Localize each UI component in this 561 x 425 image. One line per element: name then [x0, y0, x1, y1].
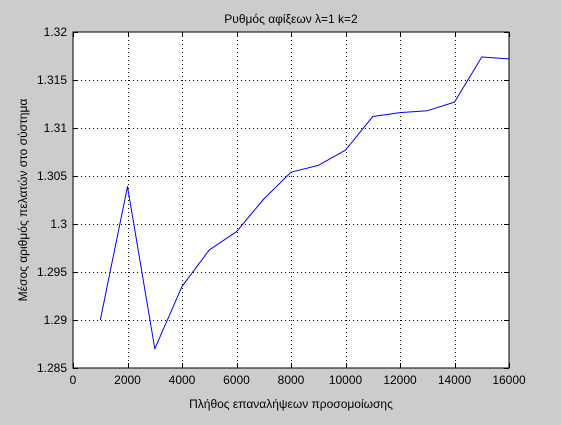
x-tick-label: 8000	[278, 373, 305, 387]
y-tick-label: 1.3	[50, 217, 67, 231]
y-tick-label: 1.31	[44, 121, 68, 135]
series-layer	[99, 56, 510, 350]
y-tick-label: 1.285	[37, 361, 67, 375]
y-tick-label: 1.32	[44, 25, 68, 39]
x-tick-label: 6000	[223, 373, 250, 387]
x-tick-label: 4000	[169, 373, 196, 387]
grid-lines	[73, 32, 509, 368]
x-tick-label: 10000	[329, 373, 363, 387]
axis-ticks	[73, 32, 510, 369]
y-tick-label: 1.295	[37, 265, 67, 279]
x-tick-label: 16000	[492, 373, 526, 387]
y-tick-label: 1.29	[44, 313, 68, 327]
y-tick-label: 1.315	[37, 73, 67, 87]
x-tick-label: 12000	[383, 373, 417, 387]
tick-labels: 0 2000 4000 6000 8000 10000 12000 14000 16000 1.2…	[37, 25, 526, 387]
y-axis-label: Μέσος αριθμός πελατών στο σύστημα	[16, 99, 30, 302]
x-tick-label: 2000	[114, 373, 141, 387]
series-line	[99, 56, 510, 350]
y-tick-label: 1.305	[37, 169, 67, 183]
x-tick-label: 14000	[438, 373, 472, 387]
x-tick-label: 0	[70, 373, 77, 387]
chart-title: Ρυθμός αφίξεων λ=1 k=2	[224, 12, 358, 26]
x-axis-label: Πλήθος επαναλήψεων προσομοίωσης	[189, 397, 393, 411]
